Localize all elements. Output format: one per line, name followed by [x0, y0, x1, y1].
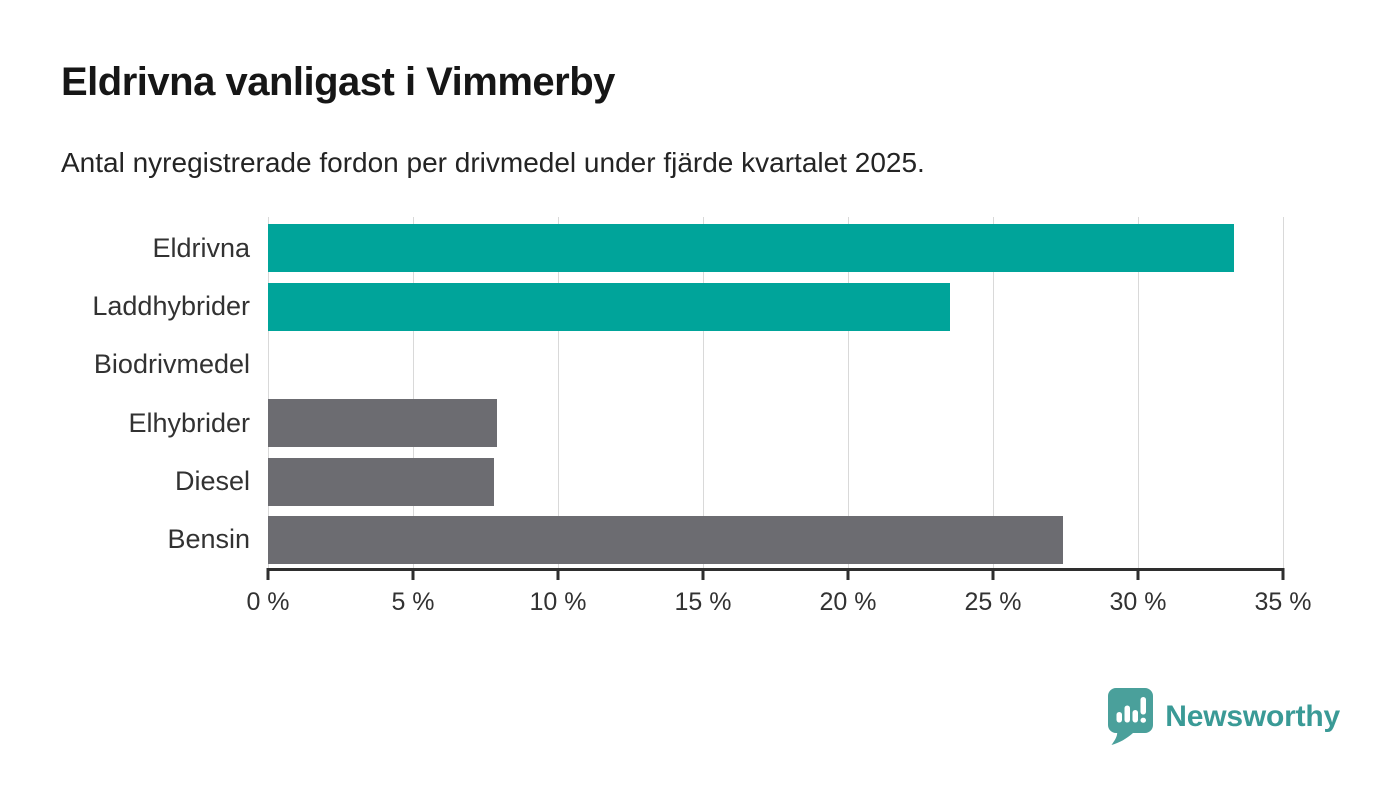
x-tick — [991, 568, 995, 580]
chart-title: Eldrivna vanligast i Vimmerby — [61, 60, 615, 104]
category-label: Bensin — [167, 524, 250, 555]
gridline — [1138, 217, 1139, 569]
bar — [268, 282, 950, 331]
x-axis: 0 % 5 % 10 % 15 % 20 % 25 % 30 % 35 % — [246, 568, 1311, 628]
bar — [268, 457, 495, 506]
logo-bar-2 — [1124, 705, 1131, 723]
bar-row — [268, 511, 1283, 569]
category-label: Diesel — [174, 465, 250, 496]
category-label: Laddhybrider — [92, 290, 250, 321]
gridline — [1283, 217, 1284, 569]
bar — [268, 515, 1063, 564]
x-tick-label: 0 % — [246, 588, 290, 616]
newsworthy-logo-icon — [1108, 688, 1154, 745]
x-tick — [701, 568, 705, 580]
x-tick-label: 25 % — [964, 588, 1022, 616]
gridline — [848, 217, 849, 569]
category-label: Elhybrider — [128, 407, 250, 438]
bar-row — [268, 277, 1283, 335]
brand-footer: Newsworthy — [1106, 687, 1340, 746]
x-tick — [266, 568, 270, 580]
x-tick — [846, 568, 850, 580]
gridline — [703, 217, 704, 569]
logo-exclamation-stem — [1140, 697, 1147, 715]
logo-exclamation-dot — [1140, 717, 1147, 723]
bar — [268, 224, 1234, 273]
plot-area — [268, 217, 1284, 569]
x-tick-label: 15 % — [674, 588, 732, 616]
bar — [268, 399, 498, 448]
brand-name: Newsworthy — [1165, 699, 1340, 733]
x-tick — [1136, 568, 1140, 580]
x-axis-line — [268, 568, 1283, 571]
bar-row — [268, 336, 1283, 394]
x-tick-label: 5 % — [391, 588, 435, 616]
category-labels: Eldrivna Laddhybrider Biodrivmedel Elhybrid… — [0, 219, 250, 569]
x-tick-label: 30 % — [1109, 588, 1167, 616]
category-label: Eldrivna — [152, 232, 250, 263]
bar-row — [268, 394, 1283, 452]
gridline — [558, 217, 559, 569]
x-tick-label: 35 % — [1254, 588, 1312, 616]
logo-bar-1 — [1116, 712, 1123, 723]
x-tick — [556, 568, 560, 580]
gridline — [413, 217, 414, 569]
x-tick-label: 10 % — [529, 588, 587, 616]
bar-row — [268, 452, 1283, 510]
x-tick — [1281, 568, 1285, 580]
x-tick-label: 20 % — [819, 588, 877, 616]
gridline — [993, 217, 994, 569]
bar-row — [268, 219, 1283, 277]
x-tick — [411, 568, 415, 580]
chart-subtitle: Antal nyregistrerade fordon per drivmede… — [61, 147, 925, 178]
logo-bar-3 — [1132, 710, 1139, 723]
gridline — [268, 217, 269, 569]
category-label: Biodrivmedel — [93, 349, 250, 380]
